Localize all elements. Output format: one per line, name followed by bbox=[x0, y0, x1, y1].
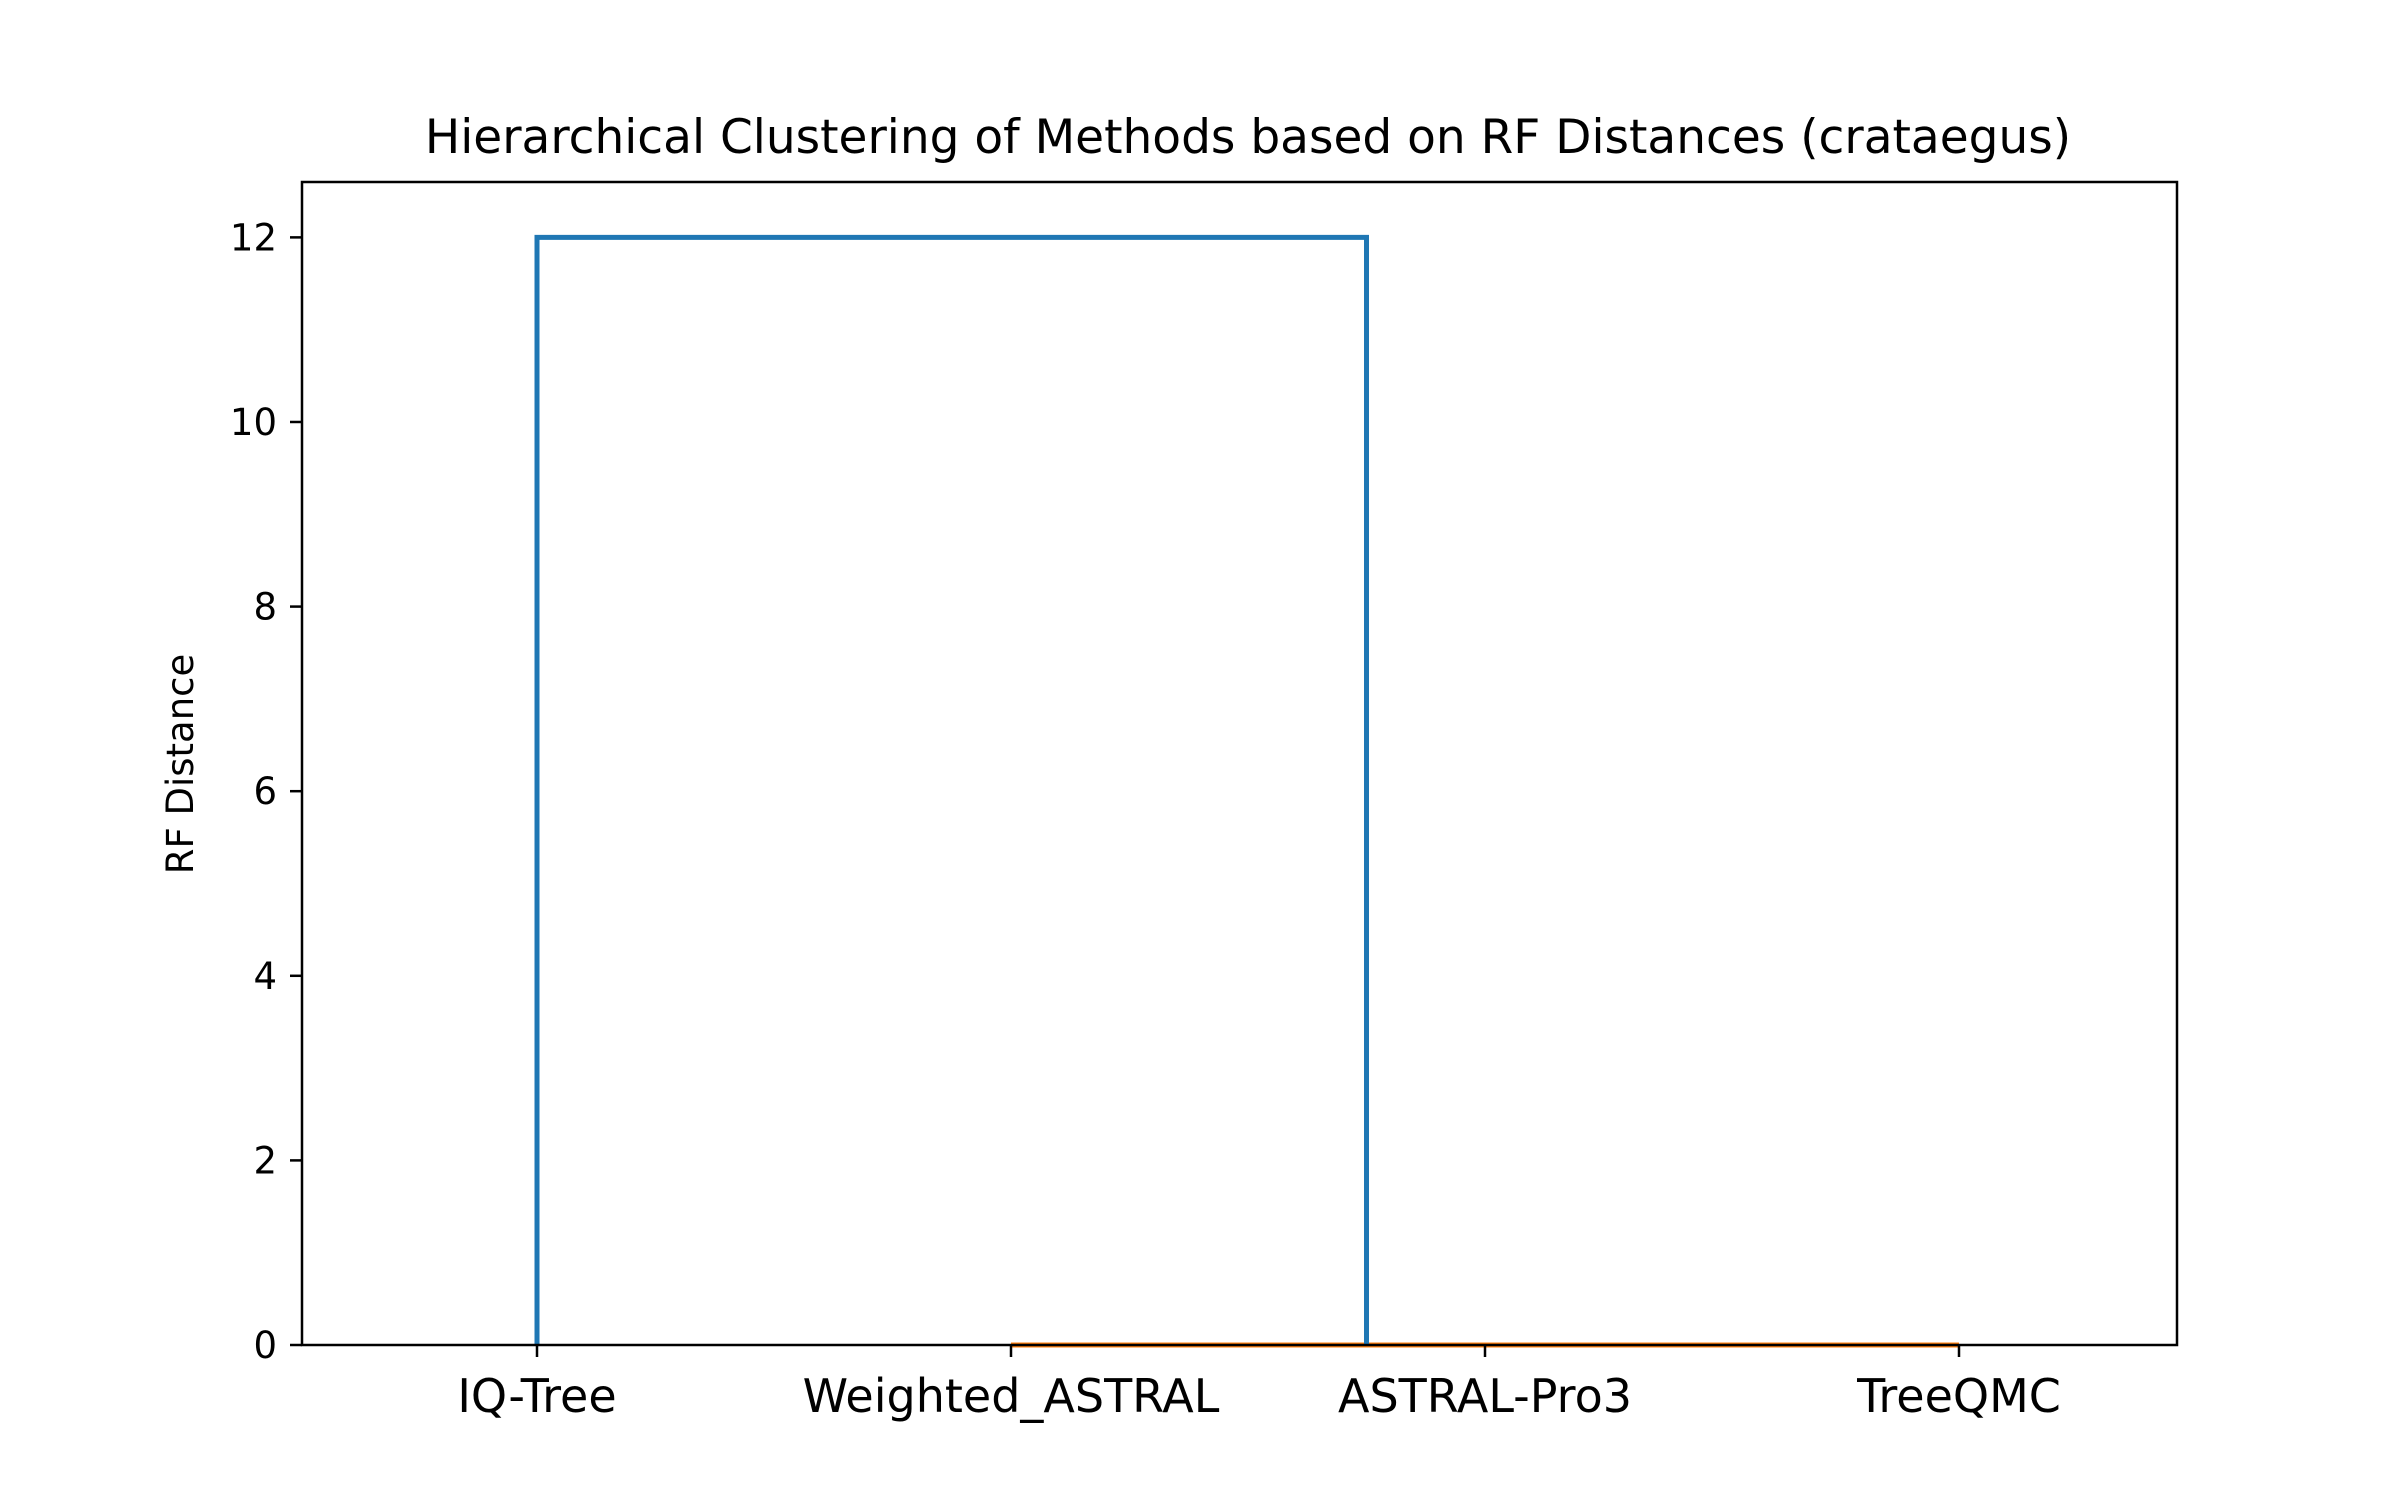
leaf-label: Weighted_ASTRAL bbox=[803, 1369, 1220, 1423]
y-tick-label: 6 bbox=[253, 770, 277, 813]
y-tick-label: 10 bbox=[230, 401, 277, 444]
x-axis: IQ-Tree Weighted_ASTRAL ASTRAL-Pro3 TreeQMC bbox=[457, 1345, 2061, 1423]
y-tick-label: 0 bbox=[253, 1324, 277, 1367]
leaf-label: IQ-Tree bbox=[457, 1369, 616, 1423]
dendrogram-links bbox=[534, 234, 1959, 1348]
leaf-label: TreeQMC bbox=[1856, 1369, 2061, 1423]
dendrogram-link bbox=[534, 234, 1369, 1345]
y-axis-label: RF Distance bbox=[159, 654, 202, 875]
y-tick-label: 4 bbox=[253, 955, 277, 998]
y-tick-label: 12 bbox=[230, 216, 277, 259]
plot-frame bbox=[300, 180, 2179, 1347]
y-axis: 0 2 4 6 8 10 12 bbox=[230, 216, 302, 1367]
y-tick-label: 2 bbox=[253, 1139, 277, 1182]
chart-title: Hierarchical Clustering of Methods based… bbox=[425, 110, 2071, 165]
leaf-label: ASTRAL-Pro3 bbox=[1338, 1369, 1632, 1423]
y-tick-label: 8 bbox=[253, 586, 277, 629]
